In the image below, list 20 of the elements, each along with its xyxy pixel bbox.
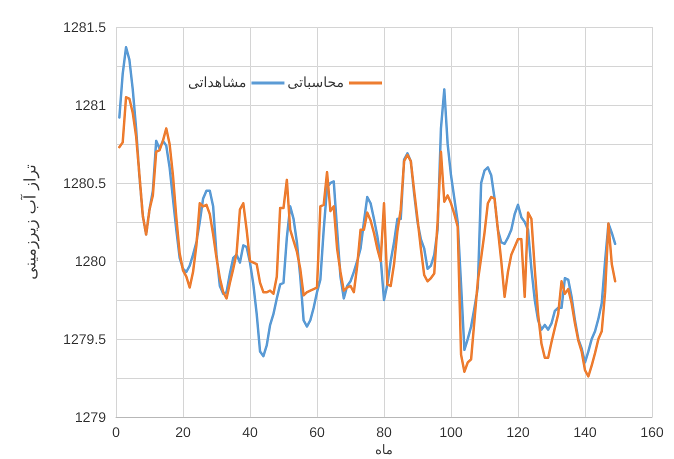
x-tick-label: 160	[640, 424, 664, 440]
x-tick-label: 40	[242, 424, 258, 440]
legend-label: محاسباتی	[287, 75, 344, 91]
y-tick-label: 1281.5	[63, 19, 106, 35]
x-tick-label: 0	[112, 424, 120, 440]
y-axis-title: تراز آب زیرزمینی	[20, 164, 40, 280]
line-series	[118, 96, 616, 378]
x-tick-label: 20	[175, 424, 191, 440]
y-tick-label: 1279.5	[63, 331, 106, 347]
x-tick-label: 140	[573, 424, 597, 440]
y-tick-label: 1280.5	[63, 175, 106, 191]
x-tick-label: 80	[376, 424, 392, 440]
y-tick-label: 1279	[74, 409, 106, 425]
x-tick-label: 100	[439, 424, 463, 440]
x-tick-label: 60	[309, 424, 325, 440]
legend-label: مشاهداتی	[188, 75, 246, 91]
y-tick-label: 1280	[74, 253, 106, 269]
x-tick-label: 120	[506, 424, 530, 440]
x-axis-title: ماه	[375, 442, 393, 458]
y-tick-label: 1281	[74, 97, 106, 113]
